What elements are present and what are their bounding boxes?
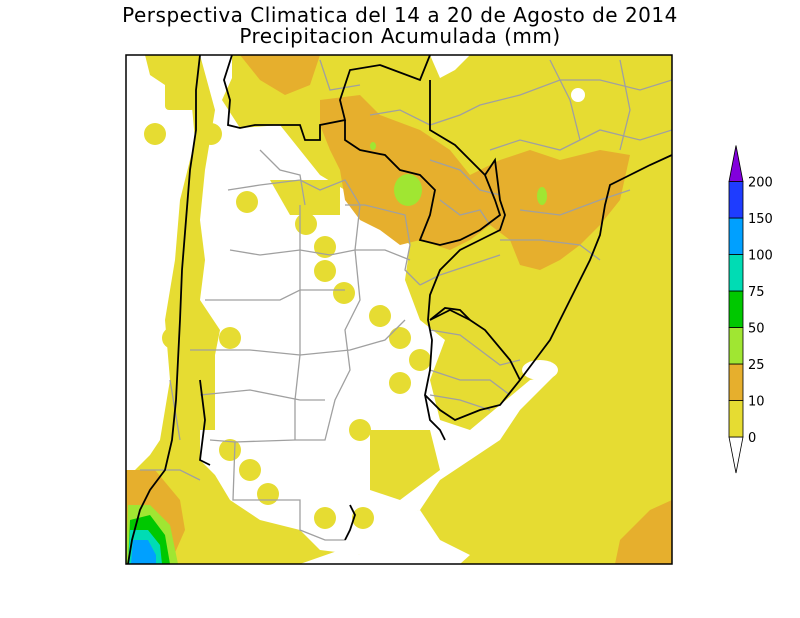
legend-level-label: 25 [748,358,765,373]
map-title: Perspectiva Climatica del 14 a 20 de Ago… [122,3,678,27]
legend-over-triangle [728,145,744,182]
province-borders [140,59,672,541]
legend-level-label: 0 [748,431,756,446]
legend-swatch [728,363,744,401]
legend-level-label: 75 [748,285,765,300]
legend-level-label: 10 [748,395,765,410]
rain-100-150-area [131,540,156,564]
map-frame [125,54,673,565]
legend-swatch [728,217,744,255]
legend-swatch [728,254,744,292]
legend-level-label: 150 [748,212,773,227]
legend-swatch [728,327,744,365]
legend-level-label: 200 [748,176,773,191]
legend-level-label: 100 [748,249,773,264]
legend-level-label: 50 [748,322,765,337]
legend-swatch [728,290,744,328]
legend-swatch [728,400,744,438]
map-subtitle: Precipitacion Acumulada (mm) [239,24,561,48]
legend-swatch [728,181,744,219]
country-borders [127,55,672,564]
legend-under-triangle [728,436,744,474]
